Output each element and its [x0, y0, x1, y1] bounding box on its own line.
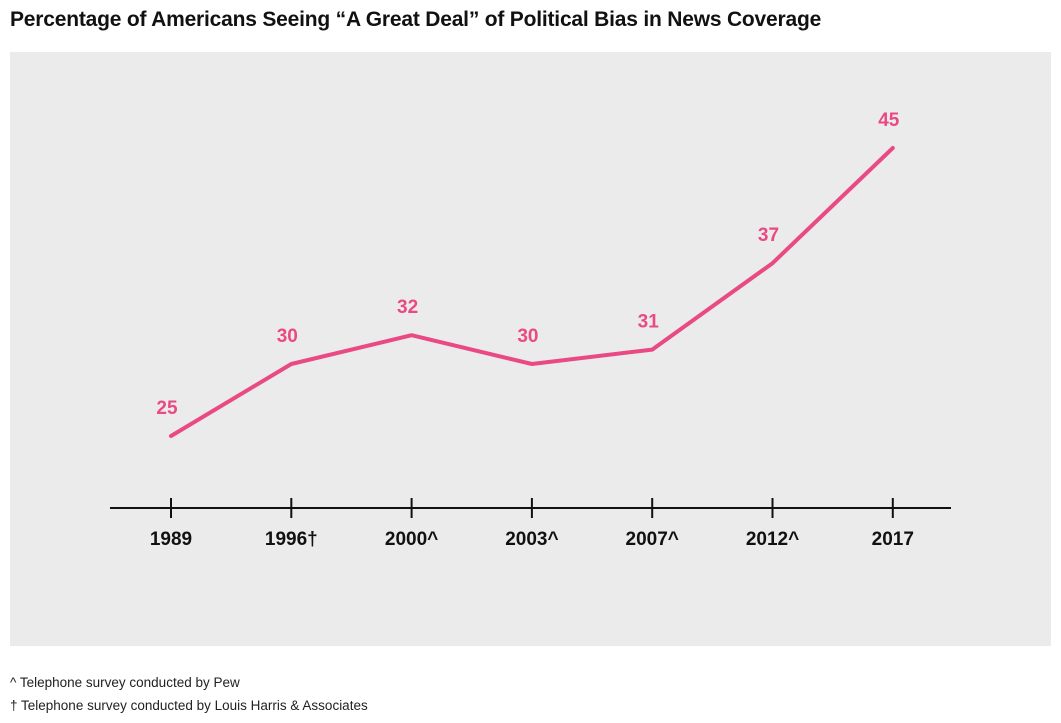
data-label: 25	[156, 398, 178, 419]
x-tick-label: 2012^	[746, 529, 799, 550]
data-label: 30	[517, 326, 538, 347]
footnote-pew: ^ Telephone survey conducted by Pew	[10, 675, 240, 690]
x-tick-label: 1996†	[265, 529, 318, 550]
data-label: 32	[397, 297, 418, 318]
x-tick-label: 2007^	[626, 529, 679, 550]
data-label: 37	[758, 225, 779, 246]
chart-panel: 1989 1996† 2000^ 2003^ 2007^ 2012^ 2017 25 30 32 3…	[10, 52, 1051, 646]
x-tick-label: 2017	[872, 529, 914, 550]
footnotes: ^ Telephone survey conducted by Pew † Te…	[10, 674, 368, 720]
data-label: 30	[277, 326, 298, 347]
chart-title: Percentage of Americans Seeing “A Great …	[10, 8, 822, 31]
series-line	[169, 146, 895, 438]
line-chart: 1989 1996† 2000^ 2003^ 2007^ 2012^ 2017 25 30 32 3…	[110, 110, 951, 550]
footnote-harris: † Telephone survey conducted by Louis Ha…	[10, 698, 368, 713]
x-tick-label: 1989	[150, 529, 192, 550]
x-tick-label: 2000^	[385, 529, 438, 550]
data-label: 31	[638, 312, 660, 333]
data-label: 45	[878, 110, 900, 131]
x-tick-label: 2003^	[505, 529, 558, 550]
